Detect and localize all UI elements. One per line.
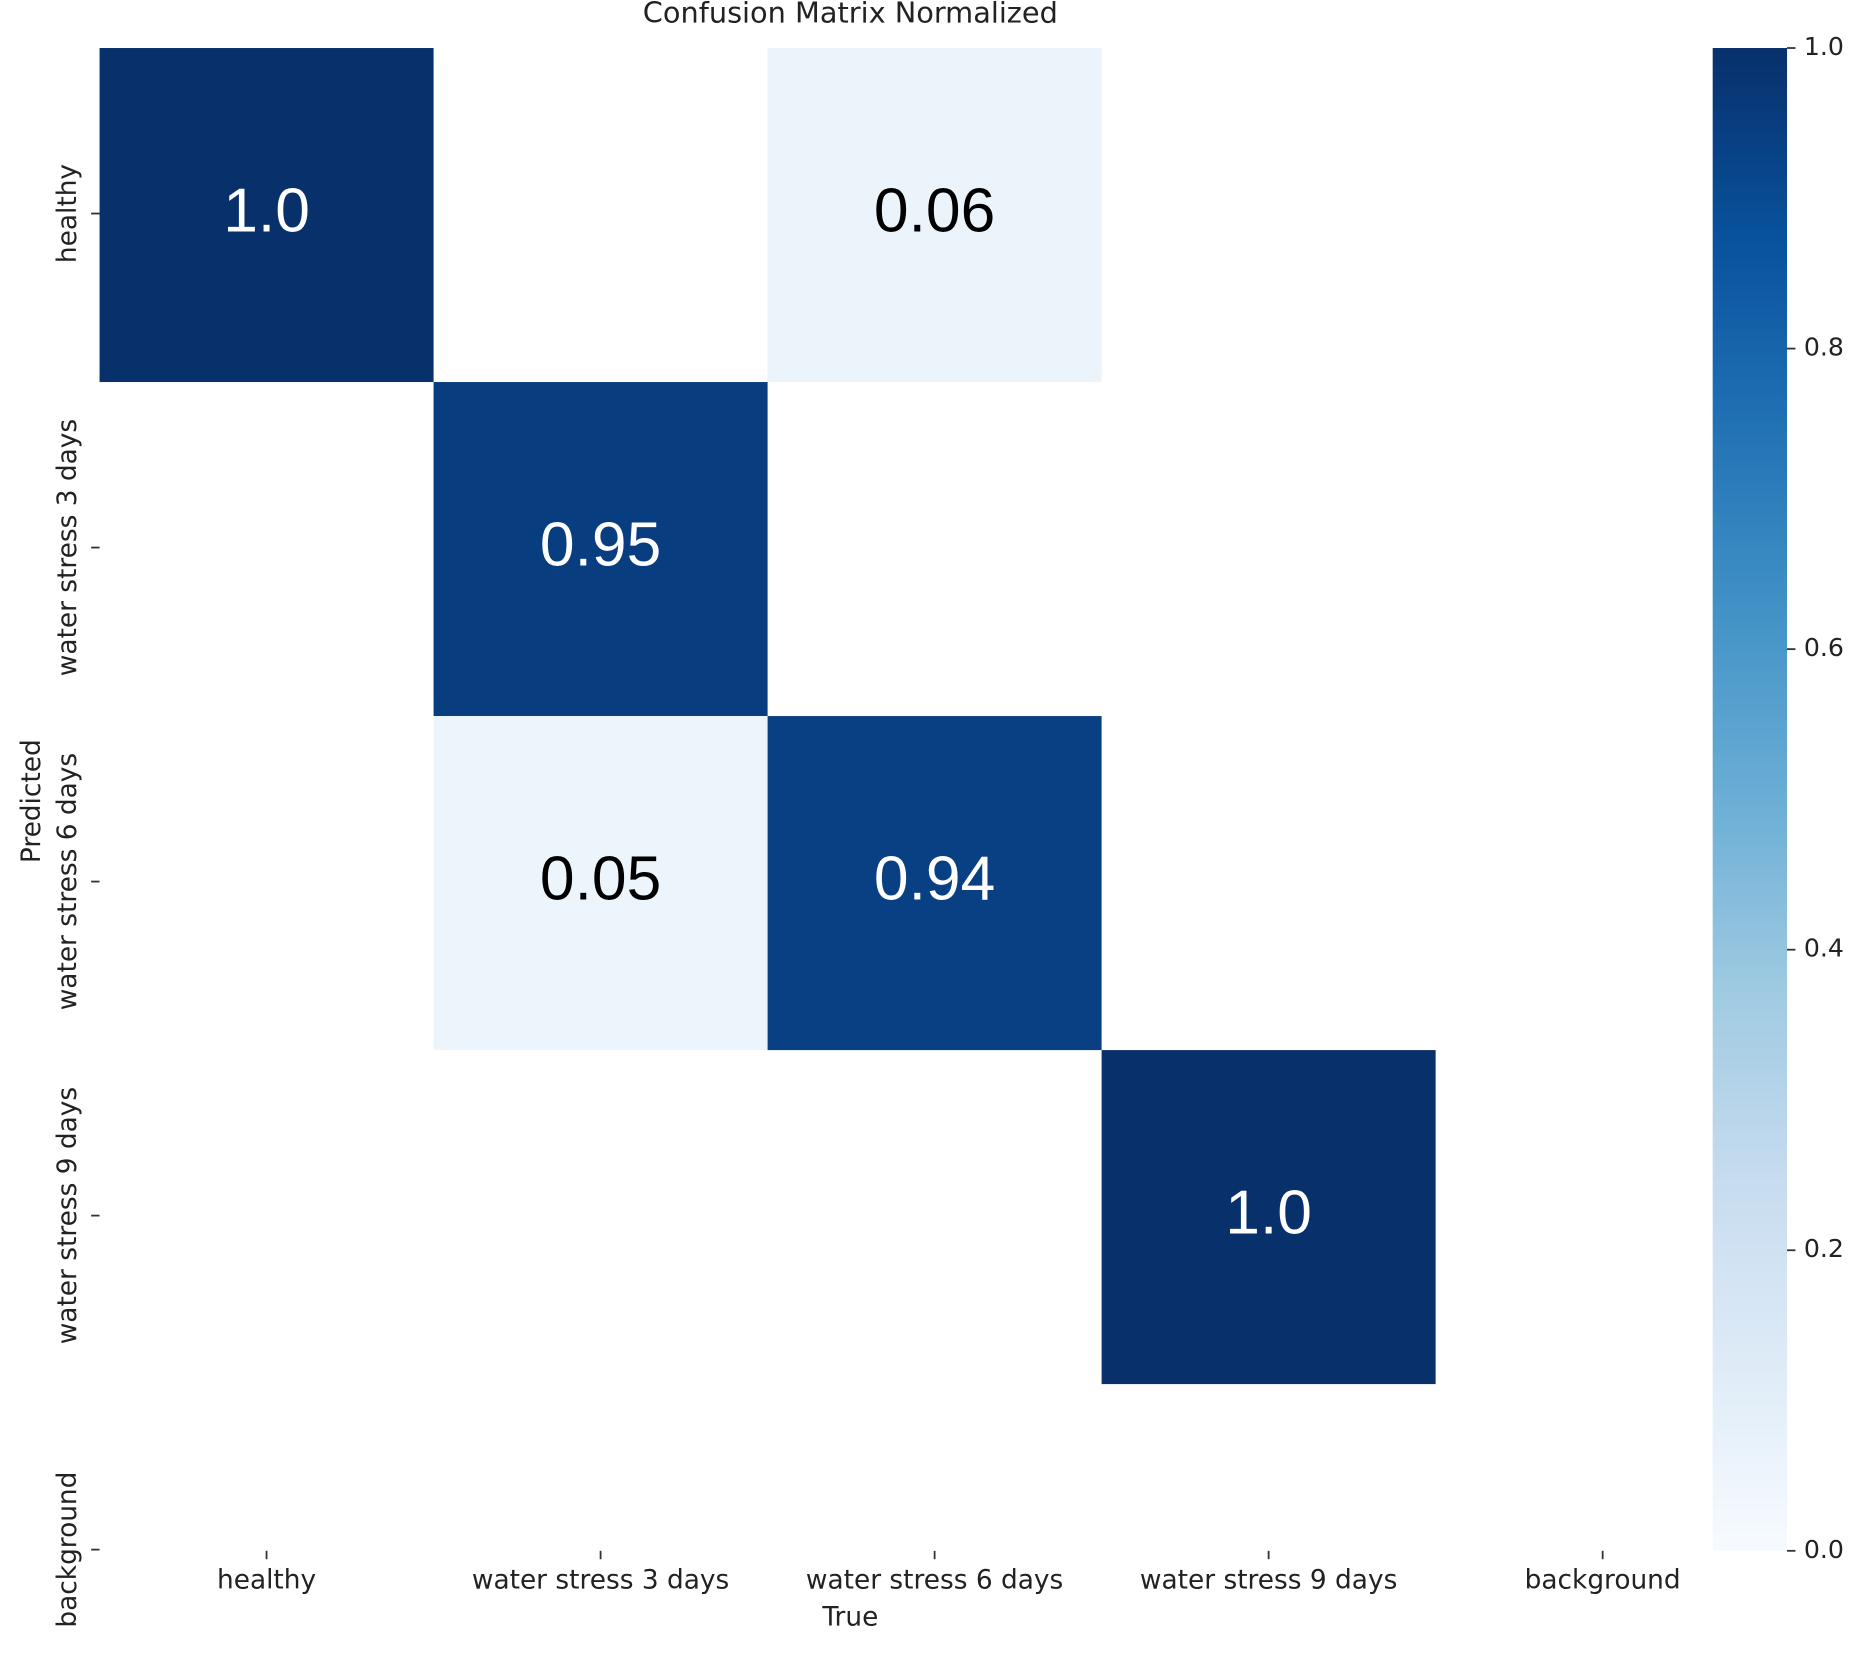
cell-label: 0.06 [874,176,995,245]
cell-label: 1.0 [223,176,310,245]
heatmap-cell [767,716,1102,1051]
heatmap-cell [99,48,434,383]
chart-title: Confusion Matrix Normalized [643,0,1058,29]
colorbar [1712,48,1788,1551]
cell-label: 0.95 [540,511,661,580]
x-tick-label: water stress 6 days [806,1565,1063,1595]
colorbar-tick-label: 0.4 [1804,934,1844,963]
x-tick-label: water stress 9 days [1140,1565,1397,1595]
y-tick-label: healthy [53,164,83,263]
colorbar-tick-label: 1.0 [1804,32,1844,61]
cell-label: 0.05 [540,845,661,914]
heatmap-cell [433,716,768,1051]
heatmap-cell [1101,1050,1436,1385]
x-tick-label: background [1525,1565,1681,1595]
x-axis-label: True [821,1602,878,1632]
heatmap-cell [767,48,1102,383]
colorbar-tick-label: 0.6 [1804,633,1844,662]
y-tick-label: water stress 9 days [53,1087,83,1344]
colorbar-tick-label: 0.0 [1804,1535,1844,1564]
heatmap-cell [433,382,768,717]
x-tick-label: healthy [217,1565,316,1595]
y-tick-label: background [53,1472,83,1628]
colorbar-tick-label: 0.8 [1804,333,1844,362]
colorbar-tick-label: 0.2 [1804,1234,1844,1263]
cell-label: 0.94 [874,845,995,914]
cell-label: 1.0 [1225,1179,1312,1248]
y-tick-label: water stress 6 days [53,753,83,1010]
x-tick-label: water stress 3 days [472,1565,729,1595]
y-tick-label: water stress 3 days [53,419,83,676]
y-axis-label: Predicted [17,739,47,863]
